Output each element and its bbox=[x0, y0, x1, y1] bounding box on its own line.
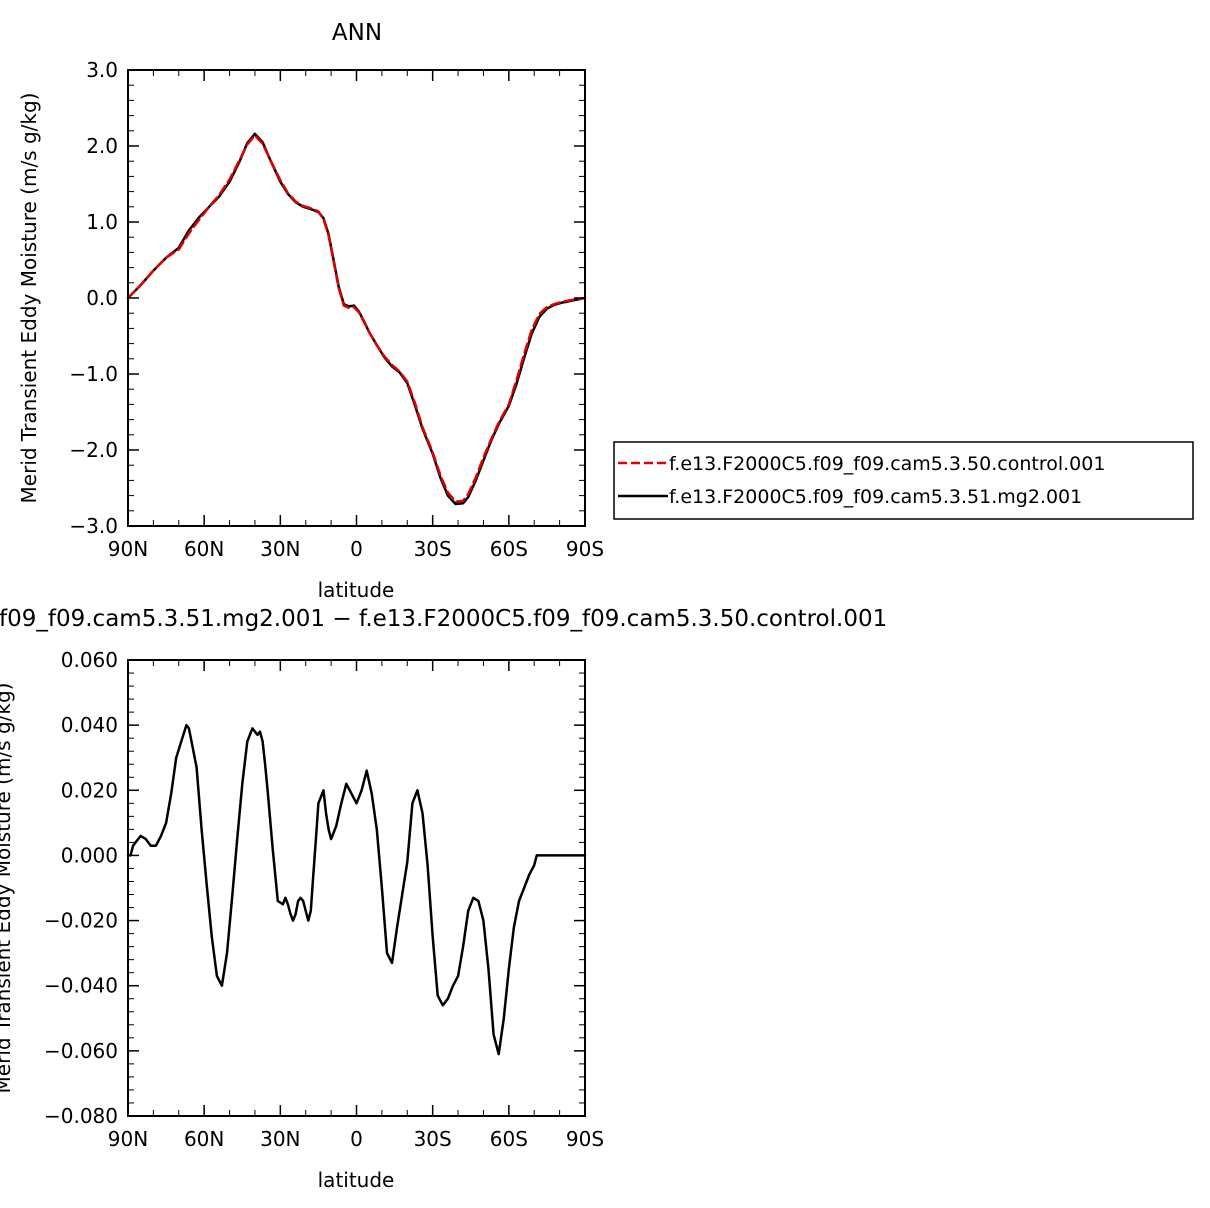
top-x-tick-label: 90N bbox=[108, 537, 148, 561]
bottom-y-tick-label: −0.060 bbox=[44, 1039, 118, 1063]
top-y-tick-label: 3.0 bbox=[86, 58, 118, 82]
top-y-tick-label: 0.0 bbox=[86, 286, 118, 310]
bottom-x-tick-label: 60S bbox=[490, 1127, 528, 1151]
bottom-plot-frame bbox=[127, 659, 586, 1117]
top-y-tick-label: −3.0 bbox=[69, 514, 118, 538]
bottom-curves bbox=[126, 723, 587, 1056]
bottom-y-tick-label: −0.040 bbox=[44, 974, 118, 998]
top-y-tick-label: −1.0 bbox=[69, 362, 118, 386]
top-y-tick-label: −2.0 bbox=[69, 438, 118, 462]
bottom-x-tick-label: 90S bbox=[566, 1127, 604, 1151]
top-x-tick-label: 90S bbox=[566, 537, 604, 561]
legend-label-control: f.e13.F2000C5.f09_f09.cam5.3.50.control.… bbox=[669, 453, 1105, 475]
legend-frame bbox=[613, 441, 1194, 520]
top-y-tick-label: 2.0 bbox=[86, 134, 118, 158]
top-series-line-control bbox=[126, 134, 587, 503]
top-plot-frame bbox=[127, 69, 586, 527]
bottom-y-tick-label: −0.080 bbox=[44, 1104, 118, 1128]
bottom-y-tick-label: −0.020 bbox=[44, 909, 118, 933]
top-x-tick-label: 60S bbox=[490, 537, 528, 561]
bottom-x-tick-label: 90N bbox=[108, 1127, 148, 1151]
top-x-tick-label: 60N bbox=[184, 537, 224, 561]
legend: f.e13.F2000C5.f09_f09.cam5.3.50.control.… bbox=[613, 441, 1194, 520]
bottom-panel: f.e13.F2000C5.f09_f09.cam5.3.51.mg2.001 … bbox=[0, 606, 887, 1192]
bottom-series-line-difference bbox=[126, 723, 587, 1056]
top-x-tick-label: 30S bbox=[414, 537, 452, 561]
top-x-tick-label: 30N bbox=[260, 537, 300, 561]
bottom-plot-title: f.e13.F2000C5.f09_f09.cam5.3.51.mg2.001 … bbox=[0, 606, 887, 632]
bottom-y-tick-label: 0.040 bbox=[61, 713, 118, 737]
bottom-x-tick-label: 30S bbox=[414, 1127, 452, 1151]
bottom-y-tick-label: 0.000 bbox=[61, 843, 118, 867]
bottom-y-tick-label: 0.060 bbox=[61, 648, 118, 672]
bottom-x-tick-label: 0 bbox=[350, 1127, 363, 1151]
bottom-x-axis-title: latitude bbox=[318, 1168, 395, 1192]
top-x-axis-title: latitude bbox=[318, 578, 395, 602]
top-plot-title: ANN bbox=[332, 20, 382, 46]
bottom-y-axis-title: Merid Transient Eddy Moisture (m/s g/kg) bbox=[0, 683, 15, 1094]
top-x-tick-label: 0 bbox=[350, 537, 363, 561]
top-y-axis-title: Merid Transient Eddy Moisture (m/s g/kg) bbox=[17, 93, 41, 504]
legend-label-mg2: f.e13.F2000C5.f09_f09.cam5.3.51.mg2.001 bbox=[669, 486, 1082, 508]
top-panel: ANN 90N 60N 30N 0 30S 60S 90S −3.0 −2.0 −1.0 0.0 1.… bbox=[17, 20, 604, 602]
top-curves bbox=[126, 132, 587, 506]
bottom-x-tick-label: 30N bbox=[260, 1127, 300, 1151]
top-y-tick-label: 1.0 bbox=[86, 210, 118, 234]
bottom-y-tick-label: 0.020 bbox=[61, 778, 118, 802]
bottom-x-tick-label: 60N bbox=[184, 1127, 224, 1151]
